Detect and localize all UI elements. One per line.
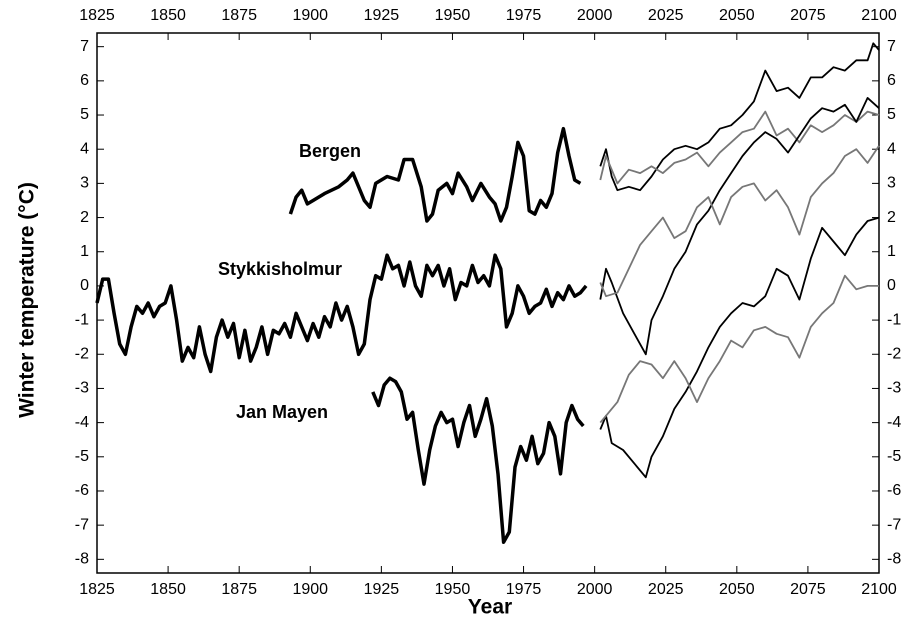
- series-line: [95, 253, 588, 374]
- y-tick-label: 2: [80, 209, 89, 226]
- x-tick-label: 2000: [577, 581, 613, 598]
- y-tick-label-right: -2: [887, 345, 901, 362]
- y-tick-label-right: 3: [887, 175, 896, 192]
- series-line: [599, 110, 880, 185]
- x-tick-label-top: 2075: [790, 7, 826, 24]
- y-tick-label: -3: [75, 380, 89, 397]
- x-tick-label-top: 1900: [292, 7, 328, 24]
- station-label: Bergen: [299, 141, 361, 161]
- y-tick-label-right: -5: [887, 448, 901, 465]
- x-tick-label-top: 1925: [364, 7, 400, 24]
- y-tick-label: 5: [80, 106, 89, 123]
- x-axis-label: Year: [468, 596, 512, 619]
- y-tick-label-right: 0: [887, 277, 896, 294]
- x-tick-label-top: 1875: [221, 7, 257, 24]
- x-tick-label-top: 1825: [79, 7, 115, 24]
- series-line: [599, 97, 880, 356]
- station-label: Stykkisholmur: [218, 259, 342, 279]
- y-tick-label: -8: [75, 551, 89, 568]
- x-tick-label: 2100: [861, 581, 897, 598]
- series-line: [288, 126, 582, 223]
- x-tick-label-top: 2100: [861, 7, 897, 24]
- y-tick-label: -1: [75, 311, 89, 328]
- y-tick-label: -5: [75, 448, 89, 465]
- x-tick-label: 2025: [648, 581, 684, 598]
- x-tick-label-top: 2000: [577, 7, 613, 24]
- series-line: [371, 376, 585, 544]
- y-tick-label: -4: [75, 414, 89, 431]
- x-tick-label: 1900: [292, 581, 328, 598]
- series-line: [599, 216, 880, 479]
- x-tick-label: 1825: [79, 581, 115, 598]
- y-tick-label: 7: [80, 38, 89, 55]
- y-tick-label: 3: [80, 175, 89, 192]
- x-tick-label: 1850: [150, 581, 186, 598]
- y-tick-label-right: -4: [887, 414, 901, 431]
- y-tick-label: 0: [80, 277, 89, 294]
- y-tick-label: -7: [75, 516, 89, 533]
- plot-frame: [96, 32, 880, 574]
- y-tick-label: 6: [80, 72, 89, 89]
- y-tick-label-right: -7: [887, 516, 901, 533]
- x-tick-label: 1975: [506, 581, 542, 598]
- y-tick-label-right: 7: [887, 38, 896, 55]
- y-tick-label-right: -3: [887, 380, 901, 397]
- y-tick-label-right: -6: [887, 482, 901, 499]
- x-tick-label-top: 1950: [435, 7, 471, 24]
- series-line: [599, 145, 880, 298]
- y-tick-label-right: 2: [887, 209, 896, 226]
- station-label: Jan Mayen: [236, 402, 328, 422]
- y-tick-label: 4: [80, 140, 89, 157]
- y-tick-label: -6: [75, 482, 89, 499]
- x-tick-label: 1875: [221, 581, 257, 598]
- y-tick-label-right: 4: [887, 140, 896, 157]
- series-line: [599, 274, 879, 424]
- x-tick-label: 2050: [719, 581, 755, 598]
- y-tick-label: 1: [80, 243, 89, 260]
- x-tick-label-top: 2050: [719, 7, 755, 24]
- x-tick-label: 1925: [364, 581, 400, 598]
- y-tick-label: -2: [75, 345, 89, 362]
- y-tick-label-right: -8: [887, 551, 901, 568]
- y-tick-label-right: 1: [887, 243, 896, 260]
- x-tick-label-top: 2025: [648, 7, 684, 24]
- x-tick-label-top: 1975: [506, 7, 542, 24]
- series-line: [599, 42, 880, 192]
- x-tick-label: 2075: [790, 581, 826, 598]
- y-tick-label-right: 5: [887, 106, 896, 123]
- x-tick-label-top: 1850: [150, 7, 186, 24]
- x-tick-label: 1950: [435, 581, 471, 598]
- y-axis-label: Winter temperature (°C): [16, 182, 39, 418]
- y-tick-label-right: 6: [887, 72, 896, 89]
- y-tick-label-right: -1: [887, 311, 901, 328]
